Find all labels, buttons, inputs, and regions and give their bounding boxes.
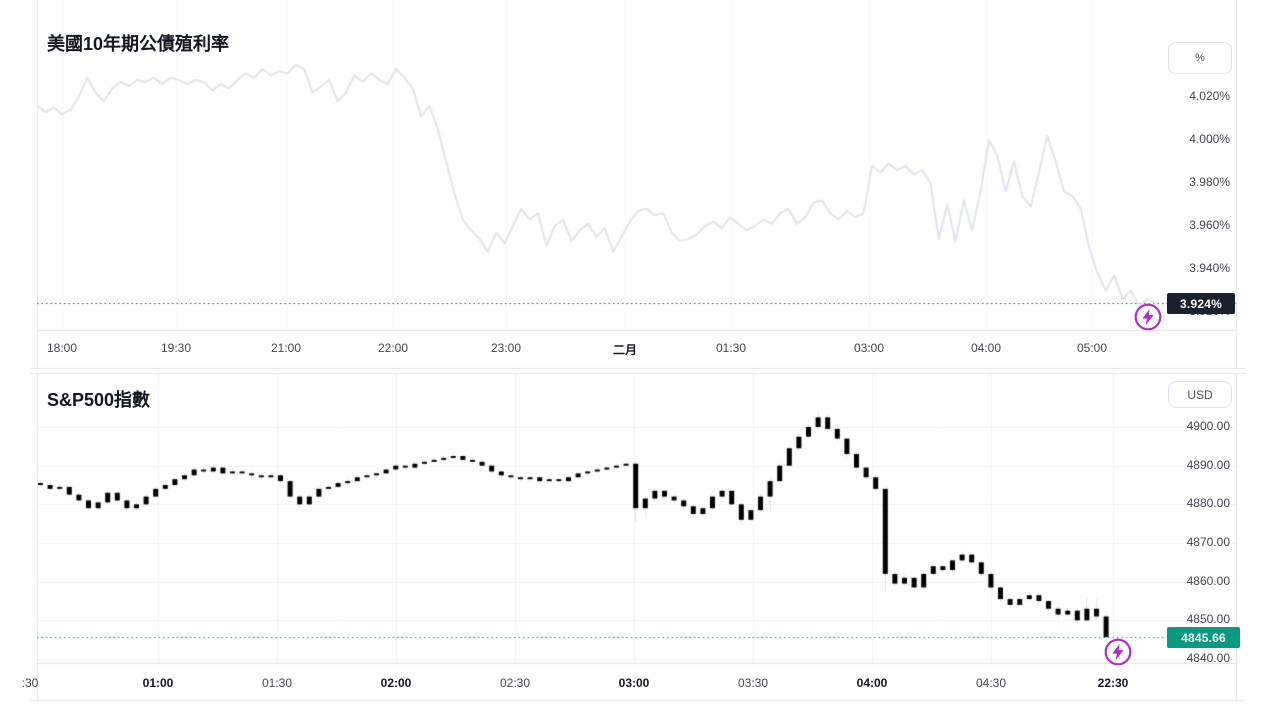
pane1-last-price-badge: 3.924% (1167, 293, 1235, 314)
x-tick-label: 01:30 (261, 676, 293, 690)
y-tick-label: 4880.00 (1186, 496, 1230, 511)
y-tick-label: 3.980% (1189, 175, 1230, 189)
realtime-lightning-icon[interactable] (1103, 637, 1133, 672)
x-tick-label: 18:00 (46, 341, 78, 355)
x-tick-label: 19:30 (160, 341, 192, 355)
x-tick-label: 23:00 (490, 341, 522, 355)
x-tick-label: 二月 (612, 343, 637, 357)
y-tick-label: 4900.00 (1186, 419, 1230, 433)
x-tick-label: 22:00 (377, 341, 409, 355)
x-tick-label: 04:00 (970, 341, 1002, 355)
x-tick-label: 04:00 (856, 676, 888, 690)
pane2-last-price-badge: 4845.66 (1167, 627, 1240, 648)
x-tick-label: 03:30 (737, 676, 769, 690)
y-tick-label: 4.020% (1189, 89, 1230, 103)
realtime-lightning-icon[interactable] (1133, 302, 1163, 337)
y-tick-label: 3.960% (1189, 218, 1230, 232)
y-tick-label: 4850.00 (1186, 612, 1230, 627)
y-tick-label: 4870.00 (1186, 535, 1230, 549)
x-tick-label: 03:00 (618, 676, 650, 690)
x-tick-label: 02:30 (499, 676, 531, 690)
x-tick-label: 03:00 (853, 341, 885, 355)
pane2-title: S&P500指數 (47, 390, 151, 410)
y-tick-label: 4860.00 (1186, 573, 1230, 588)
x-tick-label: 02:00 (380, 676, 412, 690)
x-tick-label: 01:00 (142, 676, 174, 690)
x-tick-label: 05:00 (1076, 341, 1108, 355)
x-tick-label: :30 (21, 676, 39, 690)
pane1-unit-button[interactable]: % (1168, 42, 1232, 74)
x-tick-label: 21:00 (270, 341, 302, 355)
x-tick-label: 04:30 (975, 676, 1007, 690)
pane2-unit-button[interactable]: USD (1168, 381, 1232, 408)
y-tick-label: 3.940% (1189, 261, 1230, 275)
x-tick-label: 01:30 (715, 341, 747, 355)
y-tick-label: 4840.00 (1186, 651, 1230, 665)
x-tick-label: 22:30 (1097, 676, 1129, 690)
y-tick-label: 4890.00 (1186, 457, 1230, 472)
y-tick-label: 4.000% (1189, 132, 1230, 146)
pane1-title: 美國10年期公債殖利率 (47, 34, 230, 54)
